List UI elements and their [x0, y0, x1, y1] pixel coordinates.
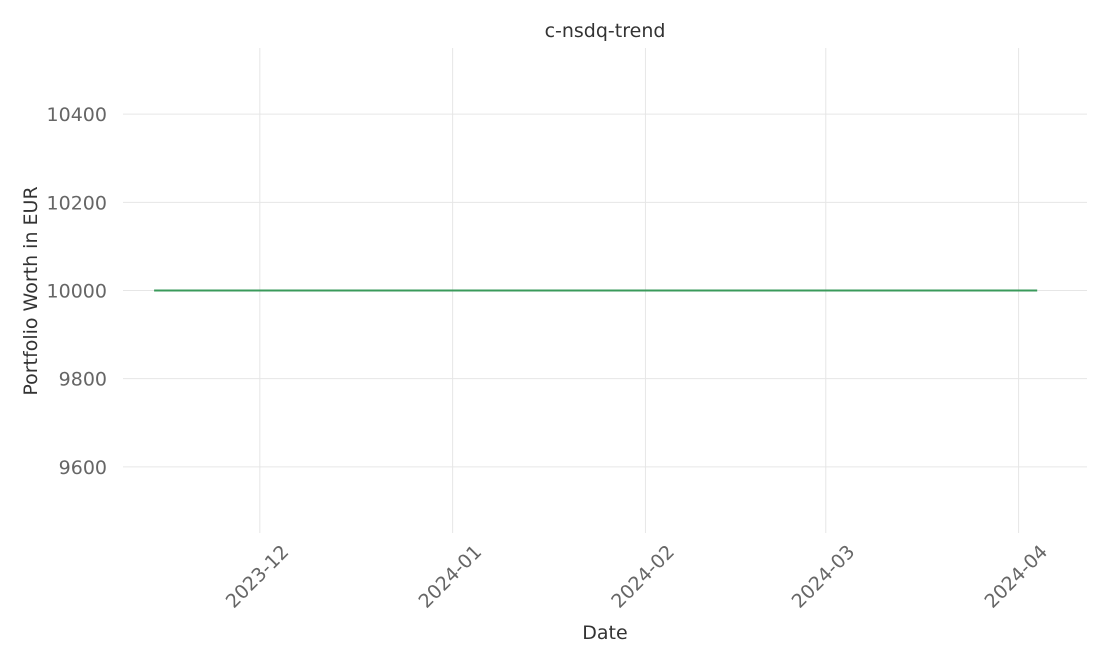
x-axis: 2023-12 2024-01 2024-02 2024-03 2024-04 — [222, 541, 1052, 613]
y-tick-label: 9800 — [59, 369, 107, 391]
y-tick-label: 10000 — [47, 281, 107, 303]
x-tick-label: 2023-12 — [222, 541, 294, 613]
y-axis-label: Portfolio Worth in EUR — [20, 186, 42, 395]
y-tick-label: 10200 — [47, 192, 107, 214]
chart-title: c-nsdq-trend — [545, 20, 666, 42]
x-tick-label: 2024-02 — [607, 541, 679, 613]
x-tick-label: 2024-03 — [788, 541, 860, 613]
x-tick-label: 2024-04 — [980, 541, 1052, 613]
y-tick-label: 10400 — [47, 104, 107, 126]
x-tick-label: 2024-01 — [414, 541, 486, 613]
y-axis: 9600 9800 10000 10200 10400 — [47, 104, 107, 479]
x-axis-label: Date — [582, 622, 627, 644]
y-tick-label: 9600 — [59, 457, 107, 479]
